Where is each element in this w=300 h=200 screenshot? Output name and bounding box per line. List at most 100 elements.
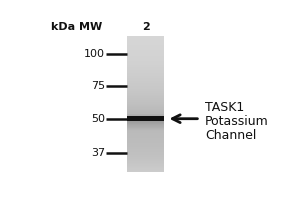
Bar bbox=[127, 165, 164, 166]
Bar bbox=[127, 155, 164, 156]
Bar bbox=[127, 74, 164, 75]
Bar bbox=[127, 43, 164, 44]
Bar bbox=[127, 82, 164, 83]
Bar bbox=[127, 98, 164, 99]
Bar bbox=[127, 73, 164, 74]
Bar bbox=[127, 105, 164, 106]
Bar bbox=[127, 152, 164, 153]
Bar bbox=[127, 119, 164, 120]
Bar bbox=[127, 159, 164, 160]
Bar bbox=[127, 55, 164, 56]
Bar bbox=[127, 95, 164, 96]
Bar bbox=[127, 86, 164, 87]
Bar bbox=[127, 97, 164, 98]
Bar bbox=[127, 58, 164, 59]
Bar bbox=[127, 143, 164, 144]
Bar bbox=[127, 92, 164, 93]
Bar bbox=[127, 83, 164, 84]
Bar bbox=[127, 99, 164, 100]
Bar bbox=[127, 57, 164, 58]
Text: 100: 100 bbox=[84, 49, 105, 59]
Bar bbox=[127, 145, 164, 146]
Bar bbox=[127, 112, 164, 113]
Bar bbox=[127, 39, 164, 40]
Bar bbox=[127, 140, 164, 141]
Bar bbox=[127, 134, 164, 135]
Bar bbox=[127, 88, 164, 89]
Bar bbox=[127, 90, 164, 91]
Bar bbox=[127, 79, 164, 80]
Bar bbox=[127, 107, 164, 108]
Bar bbox=[127, 52, 164, 53]
Bar bbox=[127, 170, 164, 171]
Bar bbox=[127, 118, 164, 119]
Bar bbox=[127, 76, 164, 77]
Bar bbox=[127, 89, 164, 90]
Bar bbox=[127, 150, 164, 151]
Bar bbox=[127, 148, 164, 149]
Bar bbox=[127, 168, 164, 169]
Bar bbox=[127, 45, 164, 46]
Bar bbox=[127, 84, 164, 85]
Bar bbox=[127, 114, 164, 115]
Bar bbox=[127, 123, 164, 124]
Bar bbox=[127, 111, 164, 112]
Bar bbox=[127, 87, 164, 88]
Bar bbox=[127, 126, 164, 127]
Text: 75: 75 bbox=[91, 81, 105, 91]
Text: Channel: Channel bbox=[205, 129, 256, 142]
Bar bbox=[127, 50, 164, 51]
Bar bbox=[127, 81, 164, 82]
Bar bbox=[127, 62, 164, 63]
Bar bbox=[127, 147, 164, 148]
Bar bbox=[127, 101, 164, 102]
Bar bbox=[127, 153, 164, 154]
Bar bbox=[127, 141, 164, 142]
Bar bbox=[127, 61, 164, 62]
Bar bbox=[127, 78, 164, 79]
Bar bbox=[127, 115, 164, 116]
Bar bbox=[127, 49, 164, 50]
Bar bbox=[127, 72, 164, 73]
Bar bbox=[127, 104, 164, 105]
Bar bbox=[127, 40, 164, 41]
Bar bbox=[127, 54, 164, 55]
Bar bbox=[127, 171, 164, 172]
Bar bbox=[127, 65, 164, 66]
Bar bbox=[127, 109, 164, 110]
Bar bbox=[127, 75, 164, 76]
Bar bbox=[127, 38, 164, 39]
Bar bbox=[127, 169, 164, 170]
Bar bbox=[127, 164, 164, 165]
Bar bbox=[127, 166, 164, 167]
Bar bbox=[127, 110, 164, 111]
Bar bbox=[127, 116, 164, 117]
Bar bbox=[127, 161, 164, 162]
Bar bbox=[127, 67, 164, 68]
Bar bbox=[127, 160, 164, 161]
Bar bbox=[127, 130, 164, 131]
Bar bbox=[127, 69, 164, 70]
Bar bbox=[127, 77, 164, 78]
Bar bbox=[127, 68, 164, 69]
Bar bbox=[127, 56, 164, 57]
Bar bbox=[127, 94, 164, 95]
Bar bbox=[127, 142, 164, 143]
Bar bbox=[127, 42, 164, 43]
Bar bbox=[127, 167, 164, 168]
Bar bbox=[127, 51, 164, 52]
Bar bbox=[127, 128, 164, 129]
Bar bbox=[127, 96, 164, 97]
Bar bbox=[127, 129, 164, 130]
Bar bbox=[127, 162, 164, 163]
Bar bbox=[127, 41, 164, 42]
Text: 37: 37 bbox=[91, 148, 105, 158]
Bar bbox=[127, 138, 164, 139]
Bar bbox=[127, 53, 164, 54]
Bar bbox=[127, 91, 164, 92]
Bar bbox=[127, 113, 164, 114]
Bar bbox=[127, 137, 164, 138]
Bar bbox=[127, 102, 164, 103]
Bar bbox=[127, 44, 164, 45]
Text: Potassium: Potassium bbox=[205, 115, 269, 128]
